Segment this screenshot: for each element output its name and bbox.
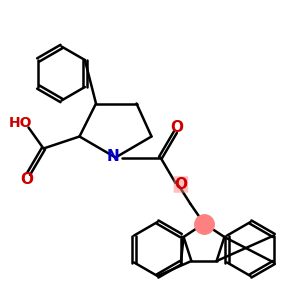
Text: HO: HO xyxy=(9,116,33,130)
Text: N: N xyxy=(107,149,119,164)
Text: O: O xyxy=(174,177,188,192)
Text: O: O xyxy=(170,120,184,135)
Text: O: O xyxy=(20,172,34,187)
